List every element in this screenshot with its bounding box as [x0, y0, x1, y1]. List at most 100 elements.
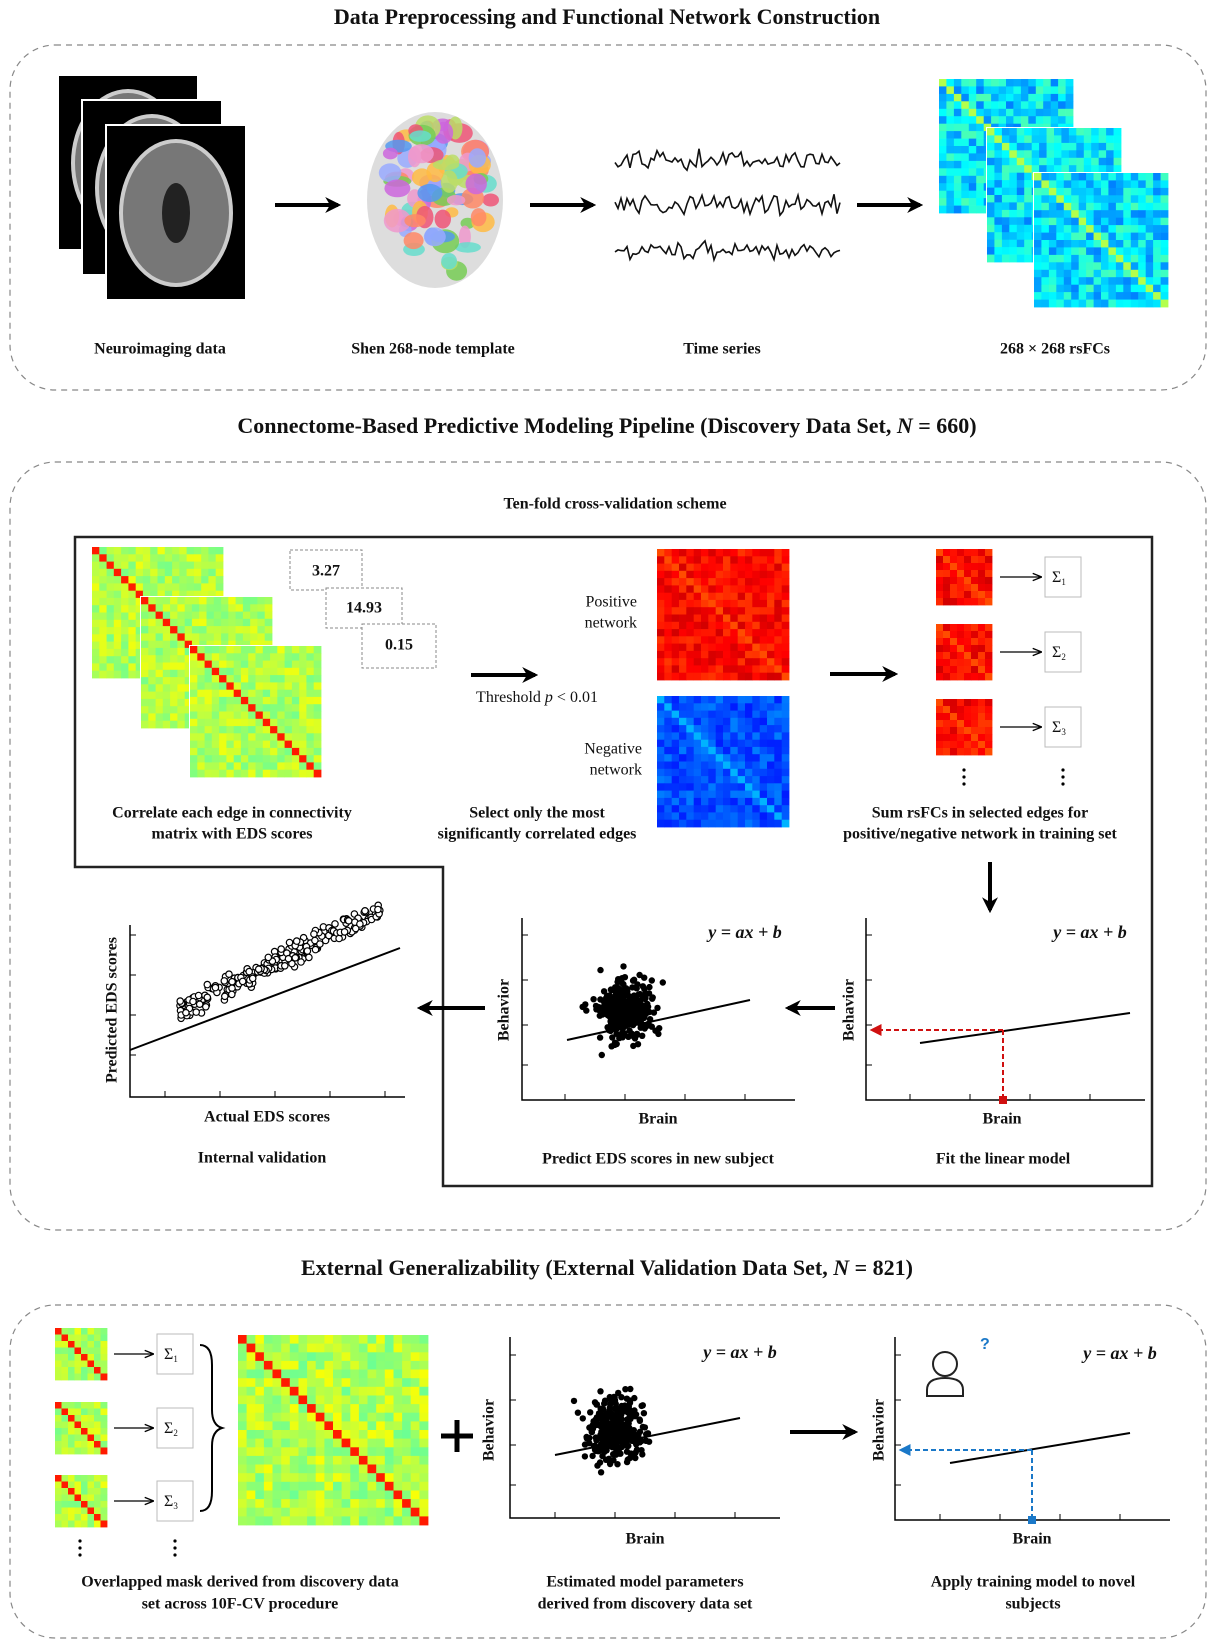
matrix-cell	[273, 1439, 282, 1448]
matrix-cell	[760, 644, 768, 652]
matrix-cell	[342, 1421, 351, 1430]
matrix-cell	[368, 1421, 377, 1430]
matrix-cell	[767, 754, 775, 762]
matrix-cell	[306, 661, 314, 669]
matrix-cell	[177, 699, 185, 707]
matrix-cell	[716, 658, 724, 666]
matrix-cell	[738, 629, 746, 637]
matrix-cell	[708, 812, 716, 820]
matrix-cell	[1084, 135, 1092, 143]
matrix-cell	[368, 1499, 377, 1508]
matrix-cell	[316, 1456, 325, 1465]
matrix-cell	[101, 1367, 108, 1374]
matrix-cell	[957, 659, 964, 666]
matrix-cell	[767, 798, 775, 806]
matrix-cell	[263, 668, 271, 676]
matrix-cell	[1002, 217, 1010, 225]
matrix-cell	[679, 769, 687, 777]
matrix-cell	[88, 1441, 95, 1448]
matrix-cell	[150, 583, 158, 591]
matrix-cell	[402, 1361, 411, 1370]
matrix-cell	[1101, 247, 1109, 255]
matrix-cell	[1106, 150, 1114, 158]
matrix-cell	[760, 564, 768, 572]
matrix-cell	[368, 1396, 377, 1405]
matrix-cell	[978, 727, 985, 734]
matrix-cell	[1061, 150, 1069, 158]
matrix-cell	[708, 549, 716, 557]
matrix-cell	[936, 584, 943, 591]
matrix-cell	[368, 1482, 377, 1491]
matrix-cell	[333, 1465, 342, 1474]
matrix-cell	[290, 1430, 299, 1439]
matrix-cell	[708, 600, 716, 608]
matrix-cell	[190, 762, 198, 770]
matrix-cell	[985, 549, 992, 556]
matrix-cell	[299, 1456, 308, 1465]
matrix-cell	[156, 706, 164, 714]
scatter-point	[197, 1001, 203, 1007]
matrix-cell	[68, 1521, 75, 1528]
matrix-cell	[1086, 188, 1094, 196]
matrix-cell	[664, 644, 672, 652]
matrix-cell	[238, 1335, 247, 1344]
matrix-cell	[1116, 240, 1124, 248]
matrix-cell	[385, 1473, 394, 1482]
scatter-point	[640, 1402, 646, 1408]
matrix-cell	[752, 703, 760, 711]
matrix-cell	[1131, 203, 1139, 211]
ellipsis-dot	[78, 1553, 81, 1556]
matrix-cell	[307, 1344, 316, 1353]
matrix-cell	[88, 1402, 95, 1409]
scatter-point	[590, 1418, 596, 1424]
matrix-cell	[1056, 277, 1064, 285]
matrix-cell	[263, 719, 271, 727]
matrix-cell	[774, 673, 782, 681]
matrix-cell	[376, 1499, 385, 1508]
matrix-cell	[971, 563, 978, 570]
matrix-cell	[238, 1456, 247, 1465]
matrix-cell	[81, 1521, 88, 1528]
matrix-cell	[257, 633, 265, 641]
equation: y = ax + b	[706, 922, 782, 942]
matrix-cell	[1146, 240, 1154, 248]
matrix-cell	[679, 732, 687, 740]
matrix-cell	[946, 109, 954, 117]
matrix-cell	[1058, 116, 1066, 124]
matrix-cell	[1064, 247, 1072, 255]
matrix-cell	[88, 1508, 95, 1515]
matrix-cell	[156, 670, 164, 678]
matrix-cell	[368, 1413, 377, 1422]
matrix-cell	[256, 661, 264, 669]
matrix-cell	[368, 1430, 377, 1439]
matrix-cell	[350, 1508, 359, 1517]
matrix-cell	[212, 733, 220, 741]
matrix-cell	[419, 1499, 428, 1508]
matrix-cell	[1034, 270, 1042, 278]
matrix-cell	[324, 1404, 333, 1413]
matrix-cell	[1049, 255, 1057, 263]
matrix-cell	[961, 161, 969, 169]
scatter-point	[265, 954, 271, 960]
matrix-cell	[256, 690, 264, 698]
matrix-cell	[226, 726, 234, 734]
matrix-cell	[107, 576, 115, 584]
matrix-cell	[701, 747, 709, 755]
matrix-cell	[107, 598, 115, 606]
matrix-cell	[694, 600, 702, 608]
matrix-cell	[75, 1448, 82, 1455]
matrix-cell	[985, 673, 992, 680]
matrix-cell	[943, 556, 950, 563]
matrix-cell	[679, 703, 687, 711]
matrix-cell	[247, 1430, 256, 1439]
matrix-cell	[411, 1465, 420, 1474]
matrix-cell	[238, 1352, 247, 1361]
matrix-cell	[94, 1508, 101, 1515]
matrix-cell	[964, 699, 971, 706]
matrix-cell	[1071, 255, 1079, 263]
matrix-cell	[247, 1413, 256, 1422]
matrix-cell	[957, 727, 964, 734]
matrix-cell	[679, 762, 687, 770]
scatter-point	[613, 1020, 619, 1026]
matrix-cell	[767, 615, 775, 623]
